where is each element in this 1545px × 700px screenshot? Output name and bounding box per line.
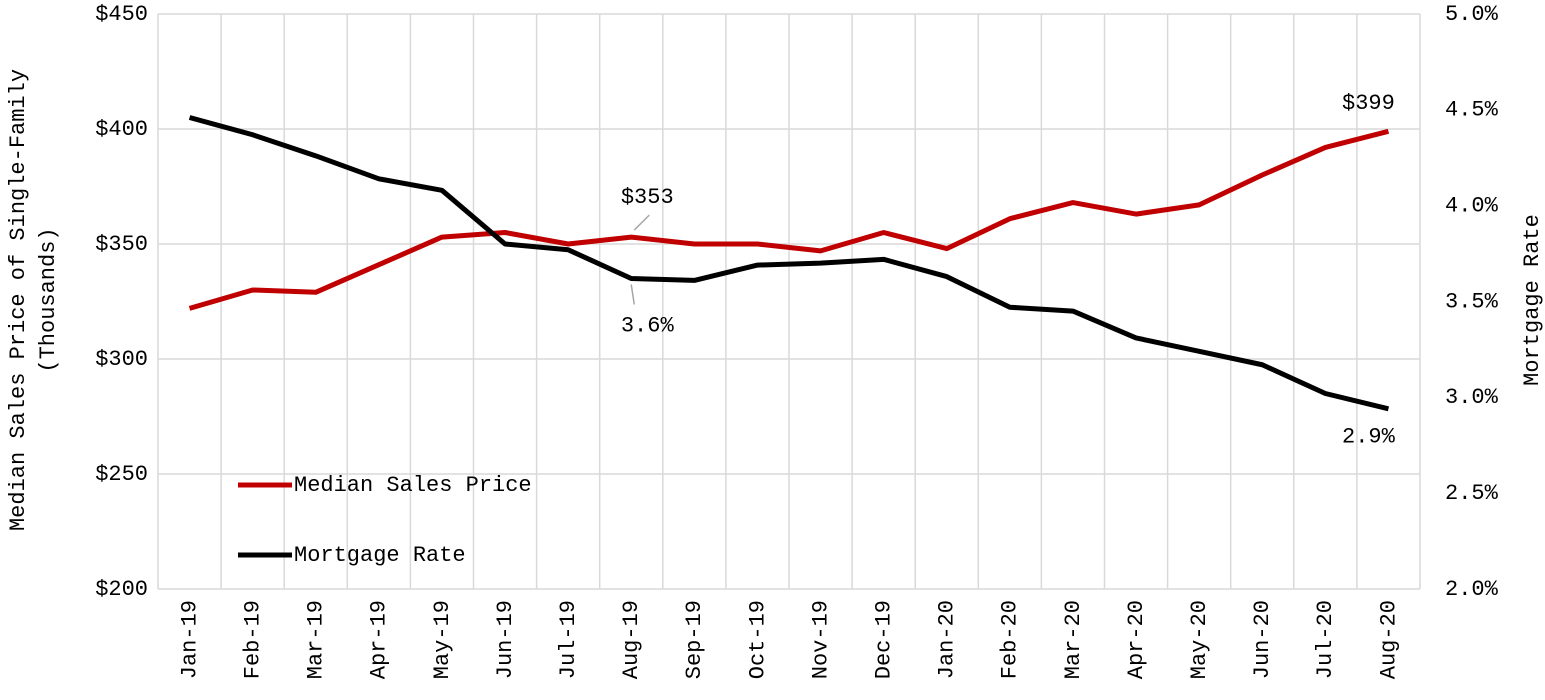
y-tick-label: $400 [95,117,148,142]
y2-tick-label: 5.0% [1445,2,1499,27]
y-axis-label: Median Sales Price of Single-Family [6,69,31,531]
y2-tick-label: 4.0% [1445,193,1499,218]
y-tick-label: $350 [95,232,148,257]
x-tick-label: Aug-19 [619,600,644,679]
y2-axis-label: Mortgage Rate [1520,214,1545,386]
x-tick-label: Jul-19 [556,600,581,679]
leader-line [633,214,650,231]
x-tick-label: May-19 [430,600,455,679]
y-tick-label: $200 [95,577,148,602]
y2-tick-label: 3.5% [1445,289,1499,314]
x-tick-label: Apr-19 [367,600,392,679]
series-line [188,115,1390,412]
x-tick-label: Jun-20 [1250,600,1275,679]
legend-label: Mortgage Rate [294,543,466,568]
data-label: 2.9% [1342,425,1396,450]
x-tick-label: Aug-20 [1376,600,1401,679]
x-tick-label: Jan-20 [935,600,960,679]
y2-tick-label: 4.5% [1445,98,1499,123]
y-tick-label: $250 [95,462,148,487]
x-tick-label: Mar-20 [1061,600,1086,679]
x-tick-label: Feb-19 [240,600,265,679]
data-label: 3.6% [621,313,675,338]
y2-tick-label: 3.0% [1445,385,1499,410]
leader-line [630,284,635,305]
x-tick-label: Jan-19 [177,600,202,679]
x-tick-label: May-20 [1187,600,1212,679]
data-label: $353 [621,185,674,210]
x-tick-label: Sep-19 [682,600,707,679]
x-tick-label: Nov-19 [808,600,833,679]
x-tick-label: Oct-19 [745,600,770,679]
x-tick-label: Apr-20 [1124,600,1149,679]
x-tick-label: Jun-19 [493,600,518,679]
y2-tick-label: 2.0% [1445,577,1499,602]
x-tick-label: Dec-19 [871,600,896,679]
x-tick-label: Feb-20 [998,600,1023,679]
x-tick-label: Jul-20 [1313,600,1338,679]
data-label: $399 [1342,91,1395,116]
y-axis-label: (Thousands) [36,227,61,372]
y-tick-label: $300 [95,347,148,372]
legend-label: Median Sales Price [294,473,532,498]
x-tick-label: Mar-19 [304,600,329,679]
y-tick-label: $450 [95,2,148,27]
y2-tick-label: 2.5% [1445,481,1499,506]
series-line [188,128,1390,311]
